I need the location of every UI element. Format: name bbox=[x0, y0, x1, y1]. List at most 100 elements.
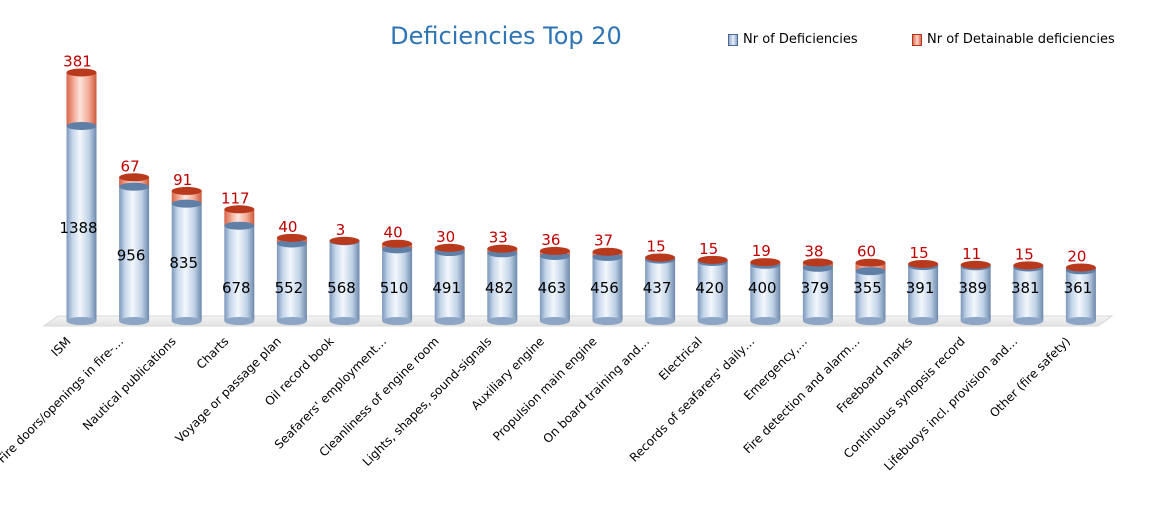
bar-deficiencies-base bbox=[276, 317, 307, 325]
chart-title: Deficiencies Top 20 bbox=[390, 22, 622, 50]
data-label-detainable: 91 bbox=[173, 171, 192, 189]
data-label-detainable: 38 bbox=[804, 242, 823, 260]
x-tick-label: On board training and… bbox=[540, 334, 652, 446]
bar-deficiencies bbox=[382, 249, 413, 321]
data-label-detainable: 67 bbox=[121, 157, 140, 175]
bar-deficiencies bbox=[1013, 267, 1044, 321]
bar-deficiencies-base bbox=[434, 317, 465, 325]
bar-detainable-cap bbox=[750, 258, 781, 267]
data-label-detainable: 30 bbox=[436, 228, 455, 246]
bar-deficiencies-base bbox=[908, 317, 939, 325]
bar-segment-join bbox=[224, 221, 255, 230]
data-label-deficiencies: 361 bbox=[1064, 279, 1093, 297]
data-label-detainable: 19 bbox=[752, 242, 771, 260]
data-label-deficiencies: 1388 bbox=[59, 219, 97, 237]
bar-deficiencies-base bbox=[539, 317, 570, 325]
bar-deficiencies bbox=[119, 186, 150, 321]
legend-label-deficiencies: Nr of Deficiencies bbox=[743, 32, 858, 47]
data-label-deficiencies: 389 bbox=[958, 279, 987, 297]
bar-deficiencies bbox=[592, 256, 623, 321]
data-label-detainable: 37 bbox=[594, 232, 613, 250]
x-tick-label: Electrical bbox=[656, 334, 705, 383]
bar-detainable-cap bbox=[697, 255, 728, 264]
bar-deficiencies bbox=[697, 261, 728, 321]
data-label-detainable: 11 bbox=[962, 245, 981, 263]
data-label-detainable: 381 bbox=[63, 52, 92, 70]
data-label-detainable: 40 bbox=[384, 224, 403, 242]
data-label-detainable: 20 bbox=[1067, 247, 1086, 265]
data-label-deficiencies: 835 bbox=[169, 254, 198, 272]
x-tick-label: Voyage or passage plan bbox=[173, 334, 284, 445]
chart-floor bbox=[42, 315, 1114, 327]
data-label-detainable: 3 bbox=[336, 221, 346, 239]
bar-detainable-cap bbox=[855, 258, 886, 267]
data-label-deficiencies: 568 bbox=[327, 279, 356, 297]
bar-deficiencies-base bbox=[592, 317, 623, 325]
bar-deficiencies-base bbox=[960, 317, 991, 325]
x-tick-label: Nautical publications bbox=[80, 334, 179, 433]
bar-deficiencies bbox=[750, 264, 781, 321]
data-label-deficiencies: 552 bbox=[275, 279, 304, 297]
bar-deficiencies-base bbox=[66, 317, 97, 325]
bar-deficiencies bbox=[487, 253, 518, 321]
bar-detainable-cap bbox=[645, 253, 676, 262]
data-label-deficiencies: 491 bbox=[432, 279, 461, 297]
data-label-deficiencies: 463 bbox=[538, 279, 567, 297]
bar-deficiencies-base bbox=[1013, 317, 1044, 325]
data-label-deficiencies: 400 bbox=[748, 279, 777, 297]
bar-detainable-cap bbox=[1065, 263, 1096, 272]
bar-detainable-cap bbox=[329, 236, 360, 245]
bar-deficiencies bbox=[645, 259, 676, 321]
data-label-detainable: 60 bbox=[857, 243, 876, 261]
bar-detainable-cap bbox=[802, 258, 833, 267]
bar-deficiencies bbox=[66, 125, 97, 322]
bar-deficiencies-base bbox=[697, 317, 728, 325]
x-tick-label: Charts bbox=[194, 334, 232, 372]
bar-segment-join bbox=[171, 199, 202, 208]
data-label-deficiencies: 420 bbox=[695, 279, 724, 297]
bar-detainable bbox=[855, 262, 886, 272]
bar-deficiencies-base bbox=[119, 317, 150, 325]
bar-detainable-cap bbox=[224, 205, 255, 214]
data-label-detainable: 15 bbox=[1015, 245, 1034, 263]
bar-segment-join bbox=[119, 182, 150, 191]
bar-detainable-cap bbox=[908, 259, 939, 268]
bar-detainable bbox=[224, 209, 255, 226]
bar-deficiencies bbox=[802, 267, 833, 321]
bar-deficiencies bbox=[329, 241, 360, 321]
data-label-deficiencies: 678 bbox=[222, 279, 251, 297]
x-tick-label: Seafarers' employment… bbox=[272, 334, 389, 451]
bar-deficiencies bbox=[539, 255, 570, 321]
bar-deficiencies-base bbox=[750, 317, 781, 325]
data-label-deficiencies: 456 bbox=[590, 279, 619, 297]
bar-segment-join bbox=[855, 267, 886, 276]
legend-item-detainable: Nr of Detainable deficiencies bbox=[912, 32, 1115, 47]
legend-label-detainable: Nr of Detainable deficiencies bbox=[927, 32, 1115, 47]
bar-deficiencies-base bbox=[329, 317, 360, 325]
bar-detainable-cap bbox=[487, 244, 518, 253]
bar-detainable-cap bbox=[960, 260, 991, 269]
bar-deficiencies bbox=[276, 243, 307, 321]
bar-segment-join bbox=[276, 239, 307, 248]
bar-deficiencies-base bbox=[1065, 317, 1096, 325]
data-label-detainable: 117 bbox=[221, 189, 250, 207]
bar-deficiencies bbox=[434, 252, 465, 321]
bar-segment-join bbox=[66, 121, 97, 130]
data-label-deficiencies: 510 bbox=[380, 279, 409, 297]
bar-detainable-cap bbox=[382, 239, 413, 248]
x-tick-label: ISM bbox=[49, 334, 74, 359]
bar-segment-join bbox=[382, 245, 413, 254]
bar-deficiencies-base bbox=[382, 317, 413, 325]
data-label-deficiencies: 379 bbox=[801, 279, 830, 297]
data-label-detainable: 36 bbox=[541, 231, 560, 249]
data-label-detainable: 15 bbox=[910, 244, 929, 262]
bar-deficiencies bbox=[224, 225, 255, 321]
bar-detainable-cap bbox=[66, 68, 97, 77]
bar-deficiencies bbox=[908, 266, 939, 321]
bar-deficiencies bbox=[171, 203, 202, 321]
legend-item-deficiencies: Nr of Deficiencies bbox=[728, 32, 858, 47]
data-label-deficiencies: 391 bbox=[906, 279, 935, 297]
bar-deficiencies-base bbox=[645, 317, 676, 325]
bar-deficiencies-base bbox=[171, 317, 202, 325]
